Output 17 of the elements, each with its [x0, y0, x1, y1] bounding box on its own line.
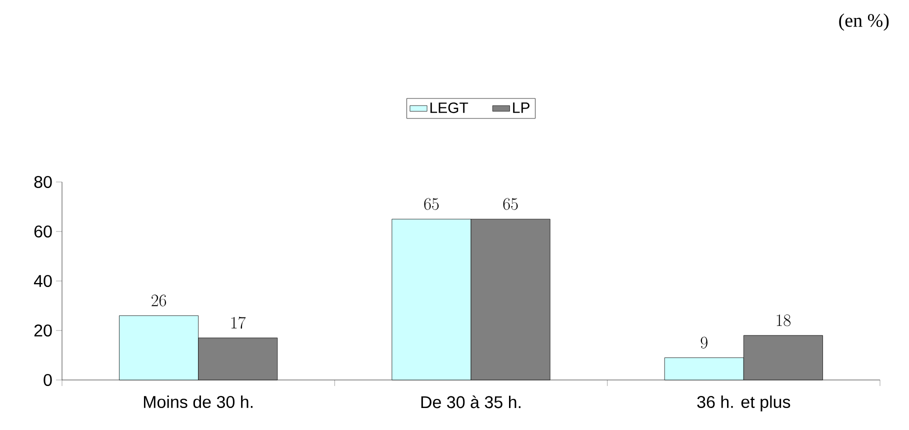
data-label: 9: [700, 336, 708, 348]
data-label: 26: [152, 294, 166, 306]
legend-label: LP: [513, 102, 530, 113]
x-tick-label: De 30 à 35 h.: [421, 396, 520, 408]
text: (en %): [839, 14, 889, 31]
data-label: 17: [231, 316, 246, 329]
y-tick-label: 0: [44, 374, 52, 386]
y-tick-label: 60: [34, 225, 52, 238]
legend-label: LEGT: [430, 102, 468, 114]
y-tick-label: 80: [34, 176, 52, 188]
data-label: 18: [776, 314, 791, 326]
x-tick-label: 36 h. et plus: [697, 396, 790, 412]
y-tick-label: 40: [34, 274, 52, 288]
data-label: 65: [503, 198, 518, 210]
data-label: 65: [424, 198, 439, 210]
x-tick-label: Moins de 30 h.: [144, 396, 253, 408]
y-tick-label: 20: [34, 324, 52, 337]
